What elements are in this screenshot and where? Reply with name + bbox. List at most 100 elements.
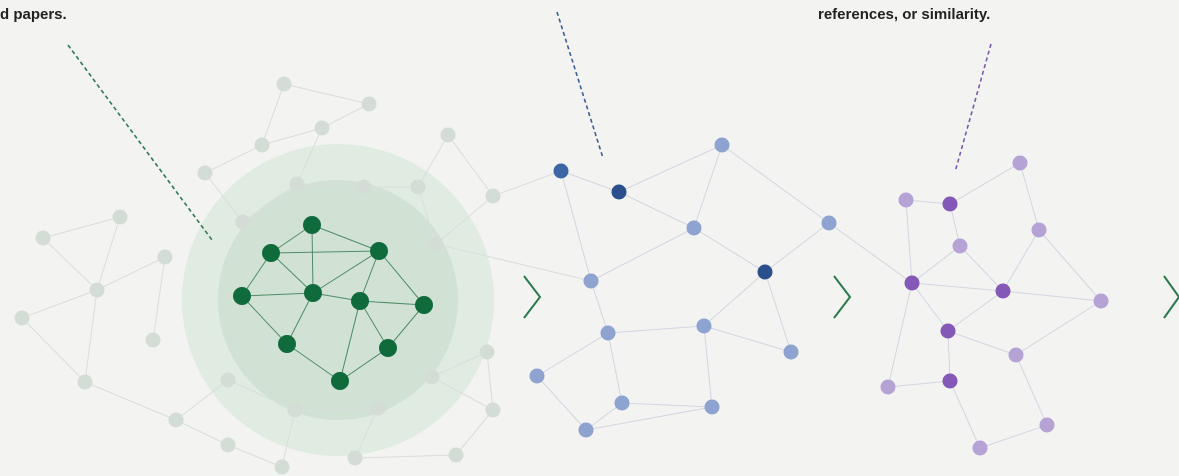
- edge: [339, 347, 389, 382]
- node: [1031, 222, 1047, 238]
- edge: [607, 332, 623, 404]
- edge: [447, 134, 494, 197]
- node: [942, 373, 958, 389]
- halo-inner: [218, 180, 458, 420]
- edge: [21, 289, 98, 319]
- node: [254, 137, 270, 153]
- edge: [1002, 290, 1102, 302]
- edge: [911, 282, 949, 332]
- edge: [241, 292, 314, 297]
- edge: [261, 83, 285, 146]
- edge: [387, 304, 425, 349]
- edge: [96, 216, 121, 291]
- node: [783, 344, 799, 360]
- edge: [764, 222, 830, 273]
- edge: [560, 170, 592, 282]
- edge: [618, 191, 695, 229]
- edge: [560, 170, 620, 193]
- node: [1012, 155, 1028, 171]
- edge: [281, 409, 296, 468]
- node: [379, 339, 397, 357]
- node: [972, 440, 988, 456]
- node: [370, 242, 388, 260]
- node: [424, 369, 440, 385]
- node: [303, 216, 321, 234]
- node: [583, 273, 599, 289]
- chevron: [1163, 275, 1179, 319]
- node: [529, 368, 545, 384]
- node: [428, 236, 444, 252]
- pointer-line: [556, 11, 604, 159]
- edge: [1038, 229, 1102, 302]
- edge: [585, 406, 713, 431]
- edge: [947, 330, 951, 382]
- edge: [431, 351, 488, 378]
- edge: [979, 424, 1048, 449]
- edge: [321, 103, 370, 129]
- node: [112, 209, 128, 225]
- edge: [764, 271, 792, 353]
- edge: [703, 325, 792, 353]
- caption-right: references, or similarity.: [818, 6, 991, 23]
- node: [714, 137, 730, 153]
- edge: [312, 250, 380, 294]
- node: [448, 447, 464, 463]
- node: [278, 335, 296, 353]
- edge: [693, 227, 766, 273]
- pointer-line: [67, 44, 213, 241]
- edge: [435, 243, 592, 282]
- node: [14, 310, 30, 326]
- edge: [721, 144, 830, 224]
- edge: [227, 444, 283, 468]
- node: [485, 402, 501, 418]
- node: [235, 214, 251, 230]
- edge: [270, 250, 380, 254]
- node: [898, 192, 914, 208]
- node: [696, 318, 712, 334]
- edge: [536, 375, 587, 431]
- node: [77, 374, 93, 390]
- node: [347, 450, 363, 466]
- edge: [204, 144, 263, 174]
- edge: [227, 379, 296, 411]
- node: [578, 422, 594, 438]
- edge: [905, 199, 913, 284]
- node: [440, 127, 456, 143]
- edge: [261, 127, 323, 146]
- edge: [435, 195, 494, 245]
- edge: [1002, 229, 1040, 292]
- node: [331, 372, 349, 390]
- node: [35, 230, 51, 246]
- node: [262, 244, 280, 262]
- node: [485, 188, 501, 204]
- edge: [359, 300, 389, 349]
- edge: [949, 162, 1021, 205]
- edge: [590, 227, 695, 282]
- edge: [283, 83, 370, 105]
- node: [145, 332, 161, 348]
- node: [356, 179, 372, 195]
- edge: [693, 144, 723, 229]
- edge: [417, 134, 449, 188]
- node: [233, 287, 251, 305]
- node: [370, 400, 386, 416]
- edge: [417, 186, 437, 245]
- edge: [354, 454, 457, 459]
- edge: [590, 280, 609, 334]
- edge: [294, 407, 379, 411]
- edge: [431, 376, 494, 411]
- node: [821, 215, 837, 231]
- edge: [455, 409, 494, 456]
- edge: [911, 245, 961, 284]
- edge: [607, 325, 705, 334]
- node: [415, 296, 433, 314]
- edge: [947, 290, 1004, 332]
- node: [757, 264, 773, 280]
- node: [686, 220, 702, 236]
- node: [289, 176, 305, 192]
- edge: [359, 300, 425, 306]
- node: [410, 179, 426, 195]
- edge: [286, 343, 341, 382]
